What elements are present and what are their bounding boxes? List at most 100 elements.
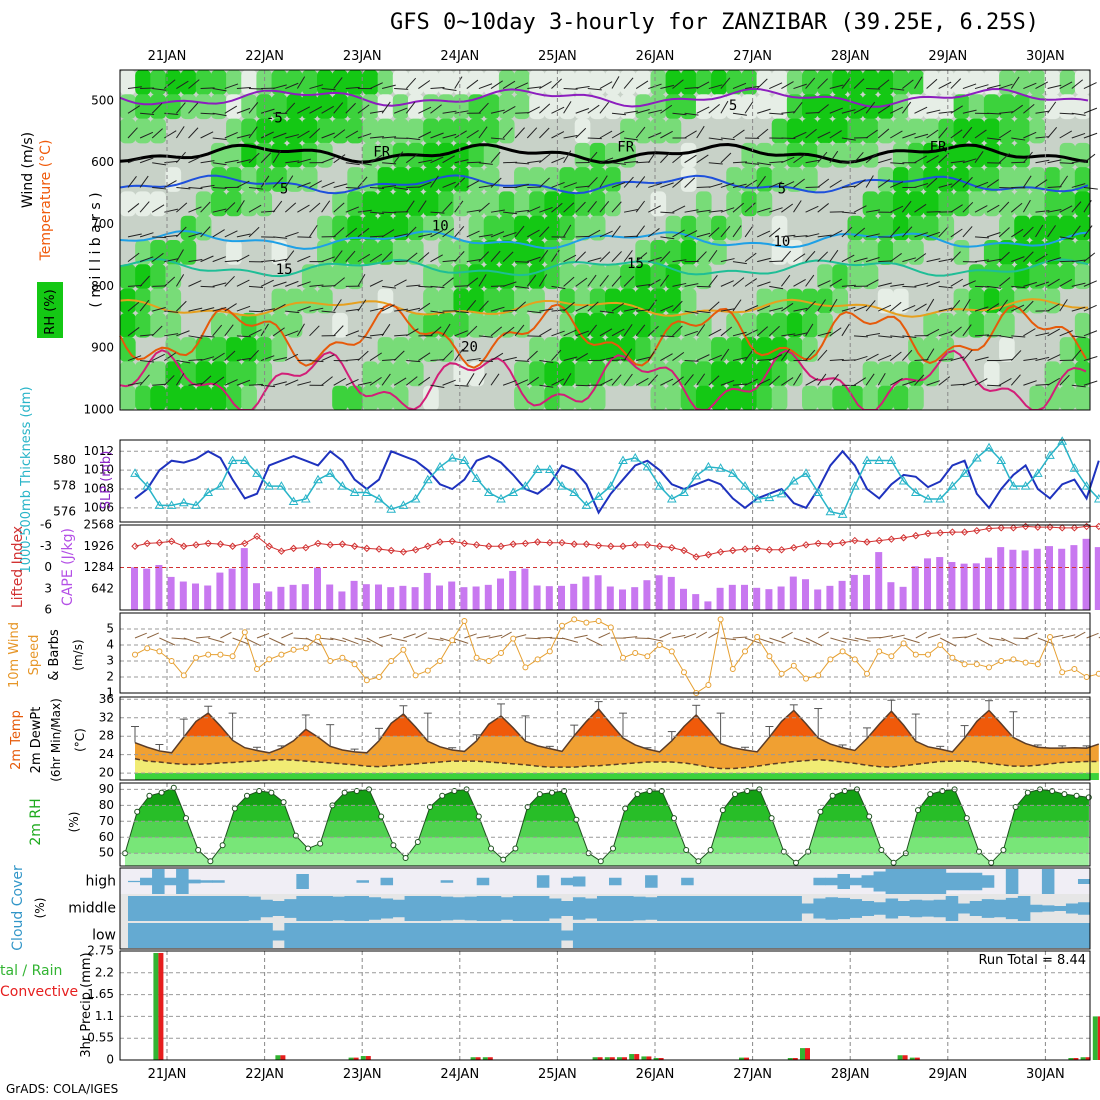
wind-barb xyxy=(987,384,1002,387)
rh-cell xyxy=(605,191,621,217)
wind-point xyxy=(522,664,529,671)
wind-barb xyxy=(780,348,790,361)
wind-barb xyxy=(1023,328,1036,337)
rh-point xyxy=(829,792,836,799)
cape-bar xyxy=(460,587,468,610)
rh-cell xyxy=(862,142,879,168)
rh-cell xyxy=(271,240,288,265)
rh-cell xyxy=(438,240,454,265)
wind-barb xyxy=(599,356,614,362)
contour-label: FR xyxy=(373,145,390,161)
wind-barb xyxy=(865,129,878,139)
isotherm-low xyxy=(119,303,1087,369)
rh-cell xyxy=(665,240,682,265)
rh-cell xyxy=(317,264,333,290)
wind-barb xyxy=(539,360,554,363)
bottom-date-label: 22JAN xyxy=(245,1067,284,1082)
rh-cell xyxy=(999,312,1015,338)
rh-cell xyxy=(423,385,439,411)
cape-bar xyxy=(606,586,614,610)
wind-barb xyxy=(841,226,853,238)
rh-cell xyxy=(877,240,894,265)
rh-cell xyxy=(1059,70,1076,95)
wind-barb xyxy=(515,112,530,114)
rh-cell xyxy=(786,167,803,192)
thickness-point xyxy=(361,487,372,497)
wind-barb xyxy=(551,106,565,114)
rh-cell xyxy=(559,167,576,192)
wind-barb xyxy=(744,305,759,312)
wind-barb xyxy=(575,201,586,213)
rh-cell xyxy=(726,215,742,241)
isotherm-purple xyxy=(119,87,1089,108)
rh-cell xyxy=(165,337,182,362)
rh-cell xyxy=(695,264,712,290)
cloud-cell-low xyxy=(765,923,778,948)
li-point xyxy=(546,539,554,547)
rh-cell xyxy=(1074,70,1091,95)
rh-cell xyxy=(438,312,454,338)
wind-barb xyxy=(708,328,722,337)
wind-barb xyxy=(611,112,626,116)
wind-barb xyxy=(938,307,953,312)
cloud-cell-low xyxy=(248,923,261,948)
cloud-cell-low xyxy=(777,923,790,948)
cloud-cell-middle xyxy=(236,896,249,921)
wind-point xyxy=(912,651,919,658)
cloud-cell-middle xyxy=(741,896,754,921)
rh-cell xyxy=(983,118,1000,144)
rh-cell xyxy=(407,70,424,95)
rh-cell xyxy=(483,312,500,338)
cloud-cell-middle xyxy=(921,900,935,917)
wind-point xyxy=(607,624,614,631)
cloud-cell-low xyxy=(536,923,550,948)
wind-barb xyxy=(611,201,622,213)
wind-barb xyxy=(515,209,530,213)
rh-point xyxy=(500,856,507,863)
rh-cell xyxy=(923,142,939,168)
rh-cell xyxy=(908,142,924,168)
wind-barb xyxy=(1035,332,1050,337)
wind-barb xyxy=(938,285,953,289)
cloud-cell-middle xyxy=(801,903,814,914)
rh-cell xyxy=(802,288,818,314)
cape-bar xyxy=(314,567,321,610)
rh-cell xyxy=(847,264,864,290)
rh-cell xyxy=(286,118,303,144)
wind-barb xyxy=(1059,81,1073,89)
rh-cell xyxy=(529,385,545,411)
rh-cell xyxy=(832,385,848,411)
cape-bar xyxy=(1094,547,1100,610)
wind-barb xyxy=(624,208,638,213)
wind-barb xyxy=(309,284,324,287)
wind-barb xyxy=(382,136,397,139)
wind-barb xyxy=(708,249,718,262)
wind-barb xyxy=(236,279,250,287)
wind-barb xyxy=(866,88,881,90)
wind-barb xyxy=(248,204,262,213)
wind-barb xyxy=(273,281,287,287)
wind-barb xyxy=(744,179,758,188)
wind-barb xyxy=(272,150,282,163)
wind-barb xyxy=(890,283,905,287)
rh-cell xyxy=(559,191,576,217)
wind-barb xyxy=(418,302,431,312)
rh-cell xyxy=(347,264,363,290)
wind-barb xyxy=(623,276,635,287)
wind-barb xyxy=(684,130,697,139)
li-point xyxy=(131,542,139,550)
rh-cell xyxy=(377,167,394,192)
cloud-cell-middle xyxy=(1053,906,1067,911)
top-date-label: 22JAN xyxy=(245,49,284,64)
cape-bars xyxy=(131,538,1100,610)
cloud-cell-middle xyxy=(320,896,333,921)
wind-barb xyxy=(526,127,538,139)
cloud-cell-low xyxy=(921,923,935,948)
rh-cell xyxy=(771,312,788,338)
rh-cell xyxy=(483,70,500,95)
wind-barb xyxy=(829,278,843,287)
wind-barb xyxy=(478,126,488,139)
surface-wind-barb xyxy=(879,635,893,639)
cloud-cell-middle xyxy=(1065,903,1079,914)
rh-cell xyxy=(938,70,955,95)
